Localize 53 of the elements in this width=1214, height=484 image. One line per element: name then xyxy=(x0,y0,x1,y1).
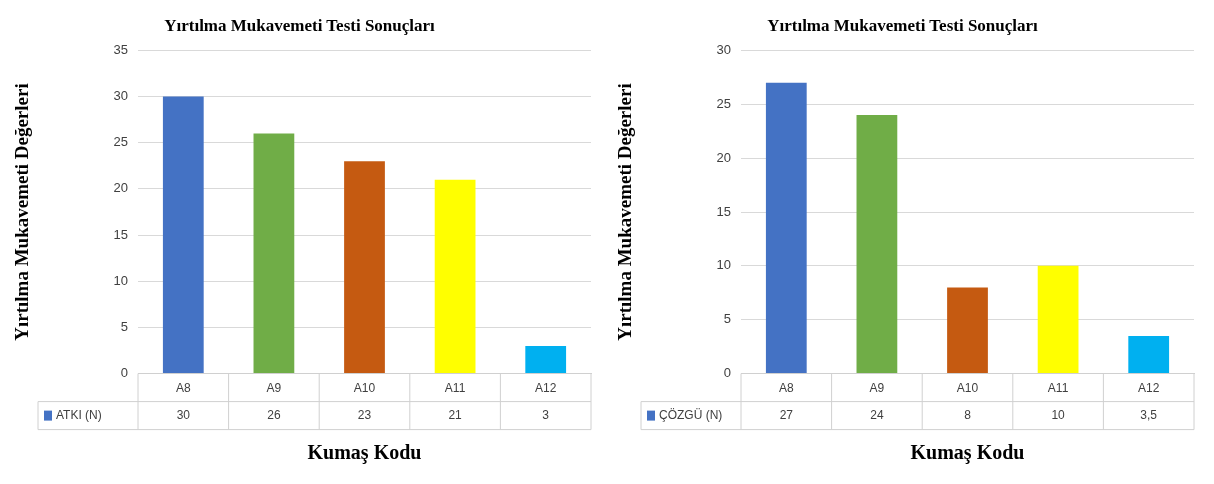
y-tick-label: 5 xyxy=(120,319,128,335)
y-tick-label: 30 xyxy=(716,41,731,57)
data-label: 3,5 xyxy=(1140,407,1158,422)
y-axis-title: Yırtılma Mukavemeti Değerleri xyxy=(11,83,33,341)
legend-label: ÇÖZGÜ (N) xyxy=(659,407,723,422)
data-label: 27 xyxy=(779,407,794,422)
y-tick-label: 20 xyxy=(113,180,128,196)
bar xyxy=(253,133,295,374)
x-tick-label: A10 xyxy=(956,381,979,396)
data-label: 8 xyxy=(964,407,972,422)
x-tick-label: A8 xyxy=(778,381,794,396)
bar xyxy=(1037,265,1079,374)
bar xyxy=(765,82,807,374)
bar xyxy=(1128,335,1170,374)
y-axis-title: Yırtılma Mukavemeti Değerleri xyxy=(614,83,636,341)
x-tick-label: A11 xyxy=(1047,381,1069,396)
data-label: 26 xyxy=(267,407,281,422)
y-tick-label: 30 xyxy=(113,88,128,104)
y-tick-label: 15 xyxy=(716,203,731,219)
y-tick-label: 0 xyxy=(120,365,128,381)
x-axis-title: Kumaş Kodu xyxy=(307,441,422,465)
y-tick-label: 25 xyxy=(113,134,128,150)
x-tick-label: A9 xyxy=(266,381,282,396)
bar xyxy=(856,115,898,374)
chart-title: Yırtılma Mukavemeti Testi Sonuçları xyxy=(767,15,1039,35)
data-label: 24 xyxy=(870,407,884,422)
y-tick-label: 10 xyxy=(716,257,731,273)
chart-title: Yırtılma Mukavemeti Testi Sonuçları xyxy=(164,15,436,35)
data-label: 3 xyxy=(542,407,550,422)
legend-label: ATKI (N) xyxy=(56,407,102,422)
bar xyxy=(525,345,567,374)
bar xyxy=(947,287,988,374)
y-tick-label: 25 xyxy=(716,95,731,111)
data-label: 21 xyxy=(448,407,463,422)
x-tick-label: A12 xyxy=(535,381,557,396)
data-label: 23 xyxy=(357,407,372,422)
bar xyxy=(434,179,476,374)
y-tick-label: 15 xyxy=(113,226,128,242)
x-tick-label: A11 xyxy=(444,381,466,396)
x-tick-label: A10 xyxy=(353,381,376,396)
bar xyxy=(162,96,204,374)
bar xyxy=(344,161,385,374)
y-tick-label: 35 xyxy=(113,41,128,57)
y-tick-label: 20 xyxy=(716,149,731,165)
x-axis-title: Kumaş Kodu xyxy=(910,441,1025,465)
y-tick-label: 0 xyxy=(723,365,731,381)
data-label: 30 xyxy=(176,407,191,422)
y-tick-label: 5 xyxy=(723,311,731,327)
x-tick-label: A8 xyxy=(175,381,191,396)
x-tick-label: A12 xyxy=(1138,381,1160,396)
y-tick-label: 10 xyxy=(113,272,128,288)
x-tick-label: A9 xyxy=(869,381,885,396)
data-label: 10 xyxy=(1051,407,1066,422)
